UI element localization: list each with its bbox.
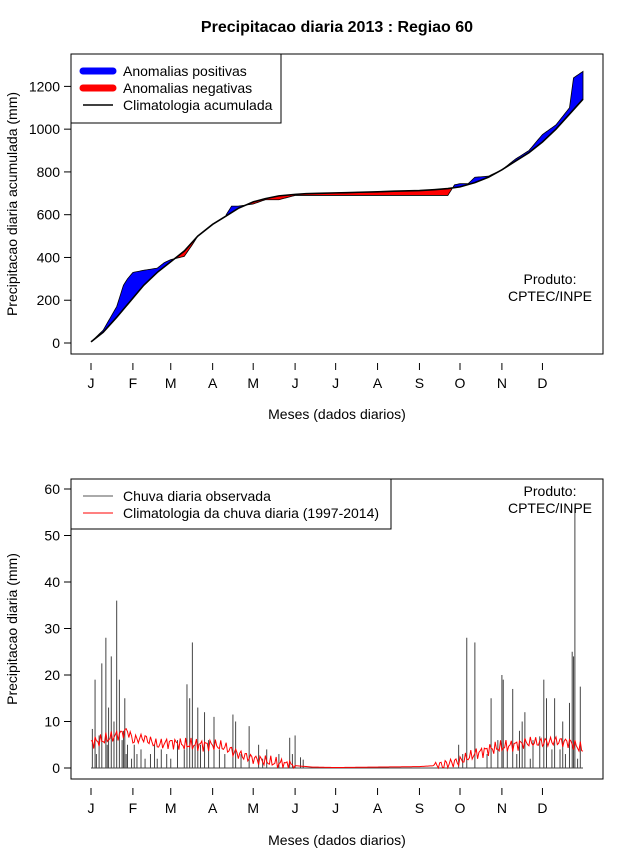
x-tick-label: M [165, 800, 177, 816]
x-tick-label: A [208, 800, 218, 816]
y-axis-bottom: 0 10 20 30 40 50 60 [44, 481, 71, 776]
y-tick-label: 50 [44, 528, 60, 544]
product-label-bottom: Produto: [524, 483, 577, 499]
x-tick-label: O [455, 800, 466, 816]
y-tick-label: 20 [44, 667, 60, 683]
y-tick-label: 10 [44, 714, 60, 730]
x-tick-label: A [373, 800, 383, 816]
x-tick-label: F [129, 800, 138, 816]
x-tick-label: J [88, 375, 95, 391]
product-source-top: CPTEC/INPE [508, 288, 592, 304]
y-tick-label: 1200 [29, 78, 60, 94]
y-tick-label: 800 [37, 164, 61, 180]
climatology-daily-line [90, 727, 584, 770]
legend-bottom: Chuva diaria observada Climatologia da c… [70, 478, 392, 530]
climatology-accumulated-line [90, 98, 584, 343]
y-tick-label: 400 [37, 249, 61, 265]
x-axis-label-bottom: Meses (dados diarios) [268, 832, 406, 848]
y-tick-label: 60 [44, 481, 60, 497]
legend-box-bottom [70, 478, 392, 530]
x-tick-label: J [292, 800, 299, 816]
legend-top: Anomalias positivas Anomalias negativas … [70, 53, 282, 124]
plot-area-bottom [90, 507, 584, 770]
y-tick-label: 1000 [29, 121, 60, 137]
y-tick-label: 40 [44, 574, 60, 590]
x-tick-label: F [129, 375, 138, 391]
x-tick-label: N [497, 800, 507, 816]
x-tick-label: O [455, 375, 466, 391]
y-tick-label: 200 [37, 292, 61, 308]
x-tick-label: A [373, 375, 383, 391]
legend-label-observed: Chuva diaria observada [123, 488, 271, 504]
x-tick-label: M [247, 375, 259, 391]
x-tick-label: J [292, 375, 299, 391]
x-tick-label: D [537, 375, 547, 391]
cumulative-precipitation-panel: 0 200 400 600 800 1000 1200 J F M A M J J A S O N D Preci… [4, 53, 604, 422]
x-tick-label: S [415, 375, 424, 391]
x-tick-label: S [415, 800, 424, 816]
x-axis-label-top: Meses (dados diarios) [268, 406, 406, 422]
y-axis-top: 0 200 400 600 800 1000 1200 [29, 78, 71, 351]
x-tick-label: J [332, 375, 339, 391]
product-source-bottom: CPTEC/INPE [508, 500, 592, 516]
plot-area-top [90, 70, 584, 343]
x-tick-label: J [332, 800, 339, 816]
daily-precipitation-panel: 0 10 20 30 40 50 60 J F M A M J J A S O N D Precipitacao … [4, 478, 604, 848]
positive-anomaly-area [452, 169, 501, 189]
positive-anomaly-area [91, 258, 174, 342]
chart-title: Precipitacao diaria 2013 : Regiao 60 [201, 19, 473, 36]
x-tick-label: M [247, 800, 259, 816]
y-tick-label: 0 [52, 760, 60, 776]
legend-label-positive: Anomalias positivas [123, 63, 247, 79]
positive-anomaly-area [502, 70, 584, 170]
x-tick-label: D [537, 800, 547, 816]
x-tick-label: N [497, 375, 507, 391]
plot-frame-top [70, 53, 604, 355]
x-tick-label: M [165, 375, 177, 391]
product-label-top: Produto: [524, 271, 577, 287]
legend-label-negative: Anomalias negativas [123, 80, 252, 96]
y-axis-label-top: Precipitacao diaria acumulada (mm) [4, 92, 20, 316]
y-axis-label-bottom: Precipitacao diaria (mm) [4, 553, 20, 705]
x-tick-label: J [88, 800, 95, 816]
x-tick-label: A [208, 375, 218, 391]
y-tick-label: 0 [52, 335, 60, 351]
y-tick-label: 600 [37, 207, 61, 223]
y-tick-label: 30 [44, 621, 60, 637]
legend-label-climatology-daily: Climatologia da chuva diaria (1997-2014) [123, 505, 379, 521]
legend-label-climatology: Climatologia acumulada [123, 97, 273, 113]
